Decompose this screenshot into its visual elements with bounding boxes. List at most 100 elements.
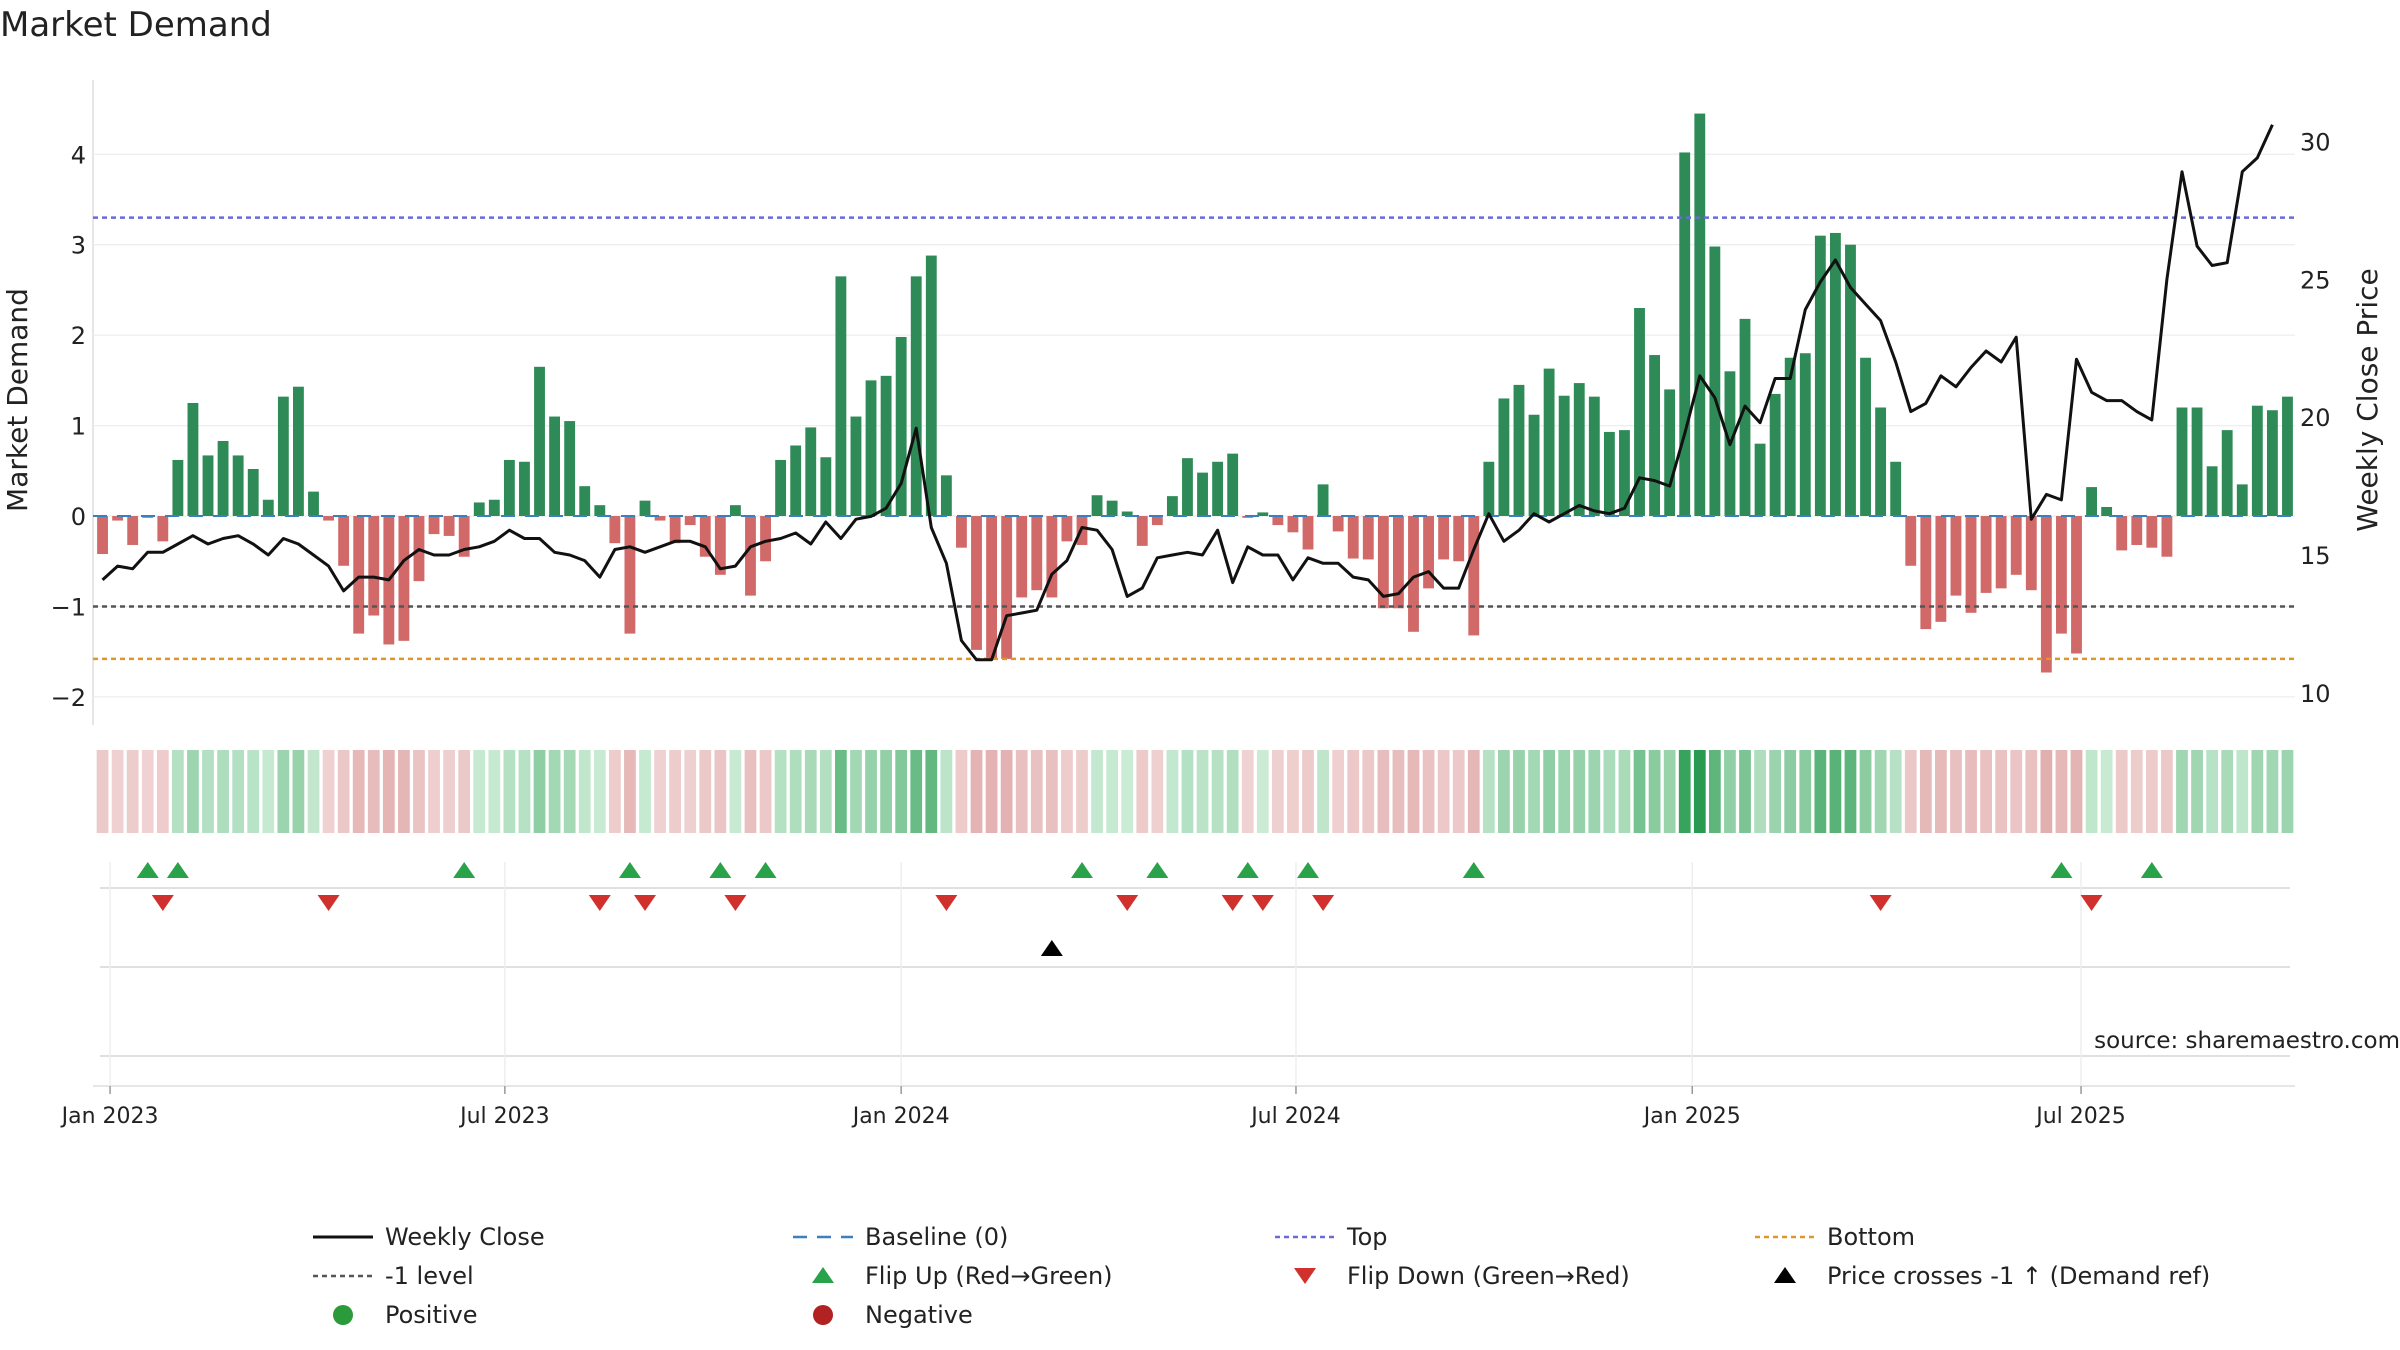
negative-bar <box>1453 516 1465 562</box>
negative-bar <box>1438 516 1450 560</box>
positive-bar <box>850 416 862 517</box>
flip-down-marker <box>724 895 747 911</box>
heat-cell <box>1000 750 1013 833</box>
heat-cell <box>940 750 953 833</box>
positive-bar <box>1845 244 1856 517</box>
negative-bar <box>1061 516 1073 542</box>
heat-cell <box>172 750 184 833</box>
heat-cell <box>1558 750 1571 833</box>
y-tick-label: 2 <box>71 322 86 350</box>
y-tick-label: −2 <box>51 684 86 712</box>
heat-cell <box>1045 750 1058 833</box>
heat-cell <box>2161 750 2173 833</box>
positive-bar <box>1799 353 1811 517</box>
negative-bar <box>2056 516 2067 634</box>
y2-axis-label: Weekly Close Price <box>2351 268 2384 531</box>
legend-swatch-flip-down <box>1294 1268 1316 1284</box>
positive-bar <box>1634 308 1645 517</box>
flip-down-marker <box>151 895 174 911</box>
grid-lines <box>92 80 2295 1087</box>
legend-label-bottom: Bottom <box>1827 1223 1915 1251</box>
heat-cell <box>2191 750 2203 833</box>
x-tick-label: Jan 2024 <box>851 1104 950 1129</box>
heat-cell <box>1226 750 1239 833</box>
flip-up-marker <box>754 862 777 878</box>
positive-bar <box>503 459 515 517</box>
positive-bar <box>1558 395 1570 517</box>
heat-cell <box>593 750 606 833</box>
heat-cell <box>262 750 275 833</box>
y2-tick-label: 15 <box>2300 542 2331 570</box>
y2-tick-label: 10 <box>2300 680 2331 708</box>
heat-cell <box>1965 750 1977 833</box>
heat-cell <box>774 750 787 833</box>
heat-cell <box>352 750 365 833</box>
heat-cell <box>2040 750 2053 833</box>
heat-cell <box>548 750 561 833</box>
positive-bar <box>187 402 199 517</box>
negative-bar <box>97 516 108 555</box>
heat-cell <box>1935 750 1947 833</box>
heat-cell <box>714 750 727 833</box>
heat-cell <box>1452 750 1465 833</box>
flip-up-marker <box>453 862 476 878</box>
flip-up-marker <box>136 862 159 878</box>
positive-bar <box>1528 414 1540 517</box>
x-ticks: Jan 2023 Jul 2023 Jan 2024 Jul 2024 Jan 2025… <box>60 1086 2126 1129</box>
heat-cell <box>2130 750 2143 833</box>
heat-cell <box>563 750 576 833</box>
heat-cell <box>1528 750 1540 833</box>
heat-cell <box>1995 750 2008 833</box>
negative-bar <box>2131 516 2143 545</box>
positive-bar <box>308 491 319 517</box>
heat-cell <box>910 750 923 833</box>
positive-bar <box>1619 430 1630 517</box>
heat-cell <box>2115 750 2128 833</box>
heat-cell <box>639 750 651 833</box>
negative-bar <box>1287 516 1299 533</box>
positive-bar <box>2206 466 2218 517</box>
negative-bar <box>2071 516 2082 654</box>
negative-bar <box>1408 516 1419 632</box>
flip-up-marker <box>2050 862 2073 878</box>
negative-bar <box>2146 516 2158 548</box>
legend-swatch-negative <box>813 1305 833 1325</box>
heat-cell <box>1166 750 1179 833</box>
negative-bar <box>2116 516 2128 551</box>
heat-cell <box>156 750 169 833</box>
heat-cell <box>2085 750 2098 833</box>
heat-cell <box>1437 750 1450 833</box>
positive-bar <box>835 276 847 517</box>
heat-cell <box>382 750 395 833</box>
flip-up-marker <box>166 862 189 878</box>
heat-cell <box>337 750 350 833</box>
positive-bar <box>729 505 741 517</box>
demand-heat-strip <box>96 750 2294 833</box>
negative-bar <box>1151 516 1163 526</box>
negative-bar <box>2025 516 2037 591</box>
heat-cell <box>1618 750 1631 833</box>
heat-cell <box>1739 750 1751 833</box>
legend-label-minus-one: -1 level <box>385 1262 474 1290</box>
legend-swatch-flip-up <box>812 1267 834 1283</box>
positive-bar <box>1588 396 1600 517</box>
flip-down-marker <box>317 895 340 911</box>
flip-down-marker <box>1221 895 1244 911</box>
positive-bar <box>172 459 184 517</box>
heat-cell <box>1633 750 1646 833</box>
heat-cell <box>232 750 245 833</box>
heat-cell <box>1091 750 1103 833</box>
heat-cell <box>2206 750 2218 833</box>
heat-cell <box>925 750 938 833</box>
heat-cell <box>1136 750 1149 833</box>
positive-bar <box>1739 318 1751 517</box>
negative-bar <box>2010 516 2022 575</box>
negative-bar <box>760 516 771 562</box>
x-tick-label: Jan 2023 <box>60 1104 159 1129</box>
heat-cell <box>367 750 380 833</box>
flip-up-marker <box>618 862 641 878</box>
flip-up-marker <box>1070 862 1093 878</box>
heat-cell <box>1302 750 1314 833</box>
positive-bar <box>1227 453 1239 517</box>
